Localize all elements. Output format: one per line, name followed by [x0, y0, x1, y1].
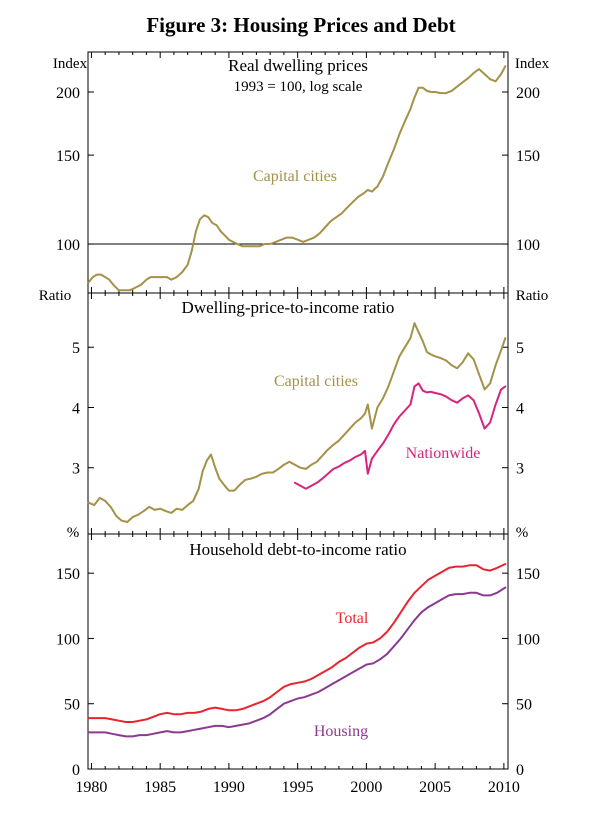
x-axis: 1980 1985 1990 1995 2000 2005 2010: [75, 779, 519, 796]
y-tick-label-right: 150: [516, 148, 540, 165]
y-tick-label-left: 100: [56, 631, 80, 648]
y-tick-label-left: 150: [56, 148, 80, 165]
y-tick-label-right: 5: [516, 340, 524, 357]
series-line-total: [87, 563, 507, 723]
y-tick-label-left: 50: [64, 697, 80, 714]
panel-real-dwelling-prices: Index Index Real dwelling prices 1993 = …: [53, 51, 550, 294]
x-tick-label: 2000: [350, 779, 382, 796]
y-tick-label-right: 0: [516, 762, 524, 779]
y-unit-right: Ratio: [516, 288, 549, 304]
y-tick-label-left: 3: [72, 461, 80, 478]
y-tick-label-left: 5: [72, 340, 80, 357]
y-unit-left: Index: [53, 56, 88, 72]
series-line-housing: [87, 586, 507, 738]
y-tick-label-left: 200: [56, 85, 80, 102]
y-tick-label-right: 150: [516, 566, 540, 583]
series-line-nationwide: [293, 382, 507, 490]
label-nationwide: Nationwide: [406, 445, 481, 462]
panel-price-to-income: Ratio Ratio Dwelling-price-to-income rat…: [39, 288, 549, 535]
panel-debt-to-income: % % Household debt-to-income ratio Total…: [56, 525, 540, 779]
panel-frame: [87, 292, 509, 535]
panel-subtitle: 1993 = 100, log scale: [234, 79, 363, 95]
label-housing: Housing: [314, 723, 368, 740]
panel-title: Household debt-to-income ratio: [189, 540, 406, 559]
label-total: Total: [336, 610, 369, 627]
x-tick-label: 2005: [419, 779, 451, 796]
figure-title: Figure 3: Housing Prices and Debt: [146, 13, 455, 37]
x-tick-label: 2010: [488, 779, 520, 796]
y-tick-label-right: 200: [516, 85, 540, 102]
panel-title: Real dwelling prices: [228, 56, 368, 75]
y-tick-label-right: 100: [516, 631, 540, 648]
y-tick-label-left: 150: [56, 566, 80, 583]
panel-title: Dwelling-price-to-income ratio: [182, 298, 395, 317]
y-tick-label-right: 100: [516, 237, 540, 254]
y-tick-label-right: 50: [516, 697, 532, 714]
y-unit-left: %: [67, 525, 80, 541]
y-tick-label-right: 3: [516, 461, 524, 478]
y-unit-right: %: [516, 525, 529, 541]
y-tick-label-left: 100: [56, 237, 80, 254]
series-line-capital-cities: [87, 322, 507, 523]
y-tick-label-right: 4: [516, 400, 524, 417]
label-capital-cities: Capital cities: [253, 168, 337, 185]
y-tick-label-left: 0: [72, 762, 80, 779]
y-tick-label-left: 4: [72, 400, 80, 417]
y-unit-left: Ratio: [39, 288, 72, 304]
y-unit-right: Index: [515, 56, 550, 72]
series-line-capital-cities: [87, 65, 507, 292]
x-tick-label: 1985: [144, 779, 176, 796]
label-capital-cities: Capital cities: [274, 373, 358, 390]
x-tick-label: 1980: [75, 779, 107, 796]
x-tick-label: 1995: [282, 779, 314, 796]
x-tick-label: 1990: [213, 779, 245, 796]
